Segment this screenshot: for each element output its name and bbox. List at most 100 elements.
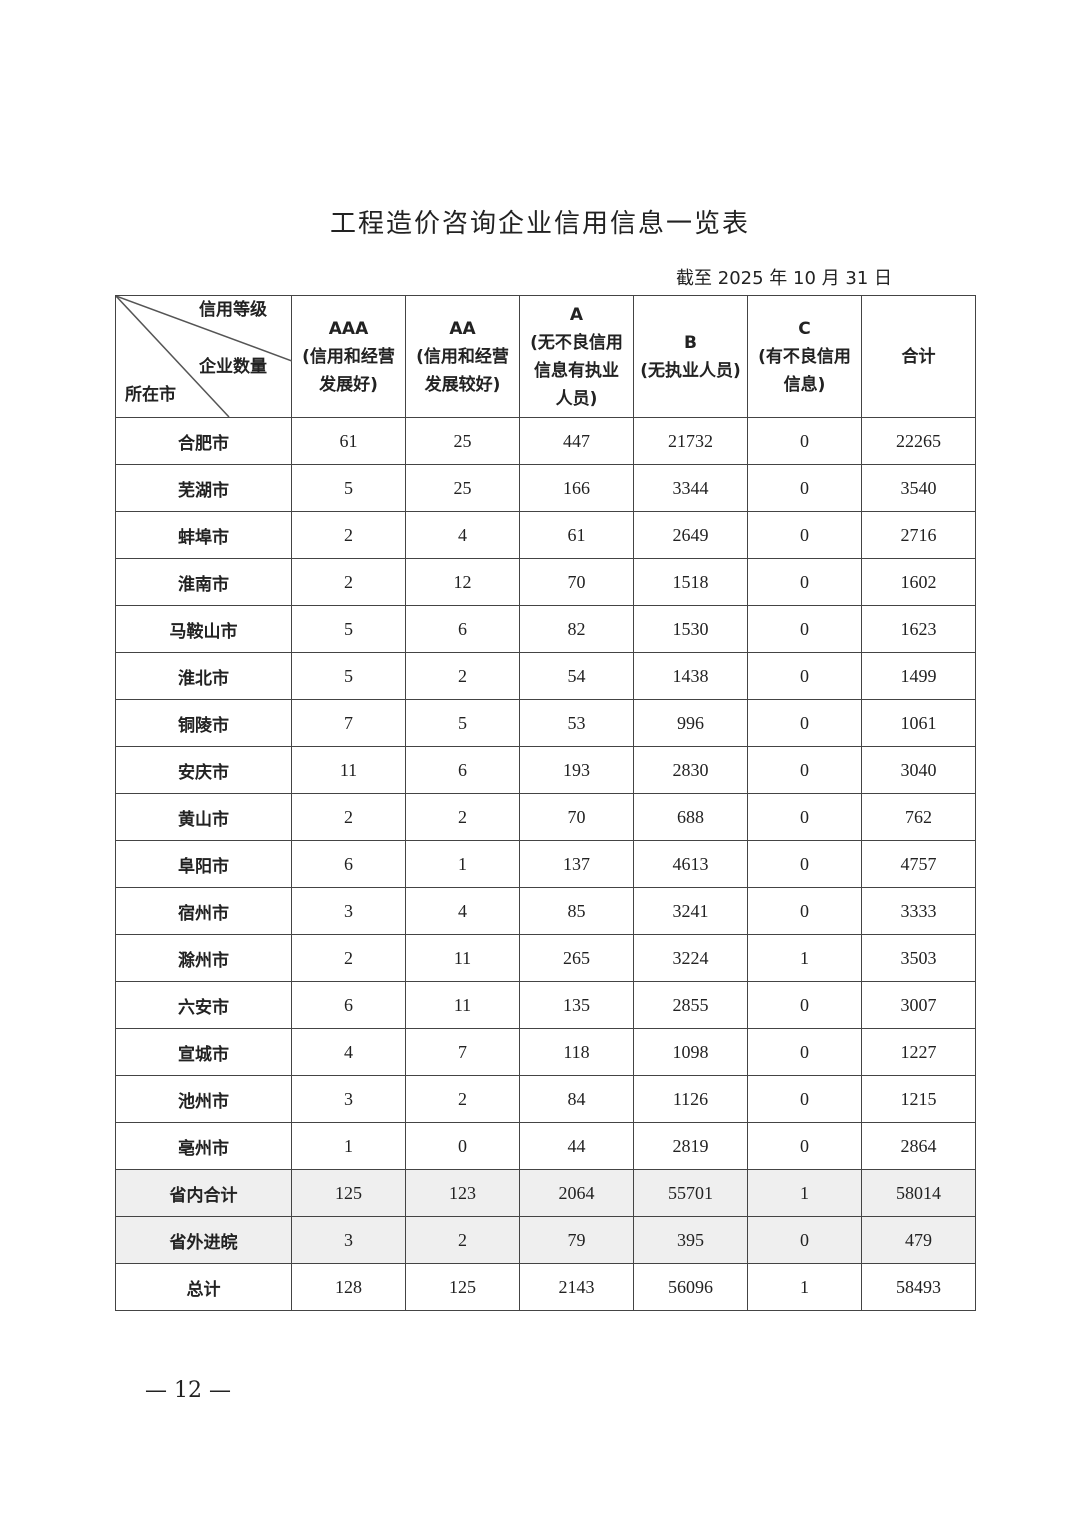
value-cell: 479	[861, 1216, 976, 1264]
value-cell: 1098	[633, 1028, 748, 1076]
value-cell: 61	[291, 417, 406, 465]
city-cell: 省外进皖	[115, 1216, 292, 1264]
value-cell: 6	[405, 746, 520, 794]
value-cell: 3224	[633, 934, 748, 982]
value-cell: 7	[405, 1028, 520, 1076]
value-cell: 1	[747, 934, 862, 982]
value-cell: 3040	[861, 746, 976, 794]
value-cell: 6	[291, 840, 406, 888]
city-cell: 亳州市	[115, 1122, 292, 1170]
value-cell: 3503	[861, 934, 976, 982]
value-cell: 1602	[861, 558, 976, 606]
value-cell: 5	[405, 699, 520, 747]
table-row: 阜阳市 6 1 137 4613 0 4757	[115, 840, 976, 888]
value-cell: 55701	[633, 1169, 748, 1217]
value-cell: 1215	[861, 1075, 976, 1123]
value-cell: 6	[405, 605, 520, 653]
value-cell: 1	[747, 1169, 862, 1217]
table-row: 池州市 3 2 84 1126 0 1215	[115, 1075, 976, 1123]
grade-label: AAA	[328, 318, 369, 339]
value-cell: 84	[519, 1075, 634, 1123]
corner-bottom-label: 所在市	[125, 385, 176, 405]
table-row: 省内合计 125 123 2064 55701 1 58014	[115, 1169, 976, 1217]
corner-middle-label: 企业数量	[199, 357, 267, 377]
value-cell: 0	[747, 1216, 862, 1264]
value-cell: 4	[291, 1028, 406, 1076]
value-cell: 0	[747, 1028, 862, 1076]
city-cell: 六安市	[115, 981, 292, 1029]
page-number: — 12 —	[145, 1378, 231, 1403]
grade-description: (无不良信用信息有执业人员)	[530, 332, 623, 409]
value-cell: 56096	[633, 1263, 748, 1311]
value-cell: 82	[519, 605, 634, 653]
value-cell: 2	[405, 793, 520, 841]
table-row: 铜陵市 7 5 53 996 0 1061	[115, 699, 976, 747]
value-cell: 265	[519, 934, 634, 982]
value-cell: 3241	[633, 887, 748, 935]
value-cell: 2830	[633, 746, 748, 794]
value-cell: 193	[519, 746, 634, 794]
value-cell: 25	[405, 417, 520, 465]
city-cell: 芜湖市	[115, 464, 292, 512]
date-note: 截至 2025 年 10 月 31 日	[676, 268, 892, 289]
table-row: 省外进皖 3 2 79 395 0 479	[115, 1216, 976, 1264]
column-header: C (有不良信用信息)	[747, 295, 862, 418]
column-header: AA (信用和经营发展较好)	[405, 295, 520, 418]
table-row: 芜湖市 5 25 166 3344 0 3540	[115, 464, 976, 512]
table-row: 宣城市 4 7 118 1098 0 1227	[115, 1028, 976, 1076]
value-cell: 3344	[633, 464, 748, 512]
value-cell: 166	[519, 464, 634, 512]
value-cell: 447	[519, 417, 634, 465]
city-cell: 淮北市	[115, 652, 292, 700]
value-cell: 395	[633, 1216, 748, 1264]
column-header: B (无执业人员)	[633, 295, 748, 418]
value-cell: 0	[747, 840, 862, 888]
value-cell: 125	[291, 1169, 406, 1217]
value-cell: 118	[519, 1028, 634, 1076]
value-cell: 53	[519, 699, 634, 747]
value-cell: 125	[405, 1263, 520, 1311]
value-cell: 5	[291, 464, 406, 512]
page-title: 工程造价咨询企业信用信息一览表	[329, 209, 750, 239]
city-cell: 蚌埠市	[115, 511, 292, 559]
value-cell: 2	[291, 558, 406, 606]
table-row: 蚌埠市 2 4 61 2649 0 2716	[115, 511, 976, 559]
grade-description: (无执业人员)	[640, 360, 741, 381]
value-cell: 7	[291, 699, 406, 747]
value-cell: 61	[519, 511, 634, 559]
value-cell: 3	[291, 1075, 406, 1123]
column-header: AAA (信用和经营发展好)	[291, 295, 406, 418]
value-cell: 70	[519, 793, 634, 841]
value-cell: 4	[405, 511, 520, 559]
city-cell: 安庆市	[115, 746, 292, 794]
city-cell: 马鞍山市	[115, 605, 292, 653]
value-cell: 2819	[633, 1122, 748, 1170]
value-cell: 2	[405, 1216, 520, 1264]
value-cell: 58014	[861, 1169, 976, 1217]
value-cell: 1227	[861, 1028, 976, 1076]
value-cell: 11	[291, 746, 406, 794]
city-cell: 宣城市	[115, 1028, 292, 1076]
corner-top-label: 信用等级	[199, 300, 267, 320]
table-row: 六安市 6 11 135 2855 0 3007	[115, 981, 976, 1029]
value-cell: 0	[747, 793, 862, 841]
value-cell: 2	[291, 934, 406, 982]
value-cell: 0	[747, 558, 862, 606]
city-cell: 阜阳市	[115, 840, 292, 888]
value-cell: 1	[747, 1263, 862, 1311]
value-cell: 0	[747, 511, 862, 559]
value-cell: 4613	[633, 840, 748, 888]
value-cell: 58493	[861, 1263, 976, 1311]
table-row: 合肥市 61 25 447 21732 0 22265	[115, 417, 976, 465]
grade-label: AA	[449, 318, 476, 339]
value-cell: 123	[405, 1169, 520, 1217]
value-cell: 128	[291, 1263, 406, 1311]
city-cell: 总计	[115, 1263, 292, 1311]
value-cell: 0	[747, 887, 862, 935]
value-cell: 1499	[861, 652, 976, 700]
value-cell: 688	[633, 793, 748, 841]
column-header: 合计	[861, 295, 976, 418]
value-cell: 0	[747, 464, 862, 512]
value-cell: 0	[747, 1075, 862, 1123]
